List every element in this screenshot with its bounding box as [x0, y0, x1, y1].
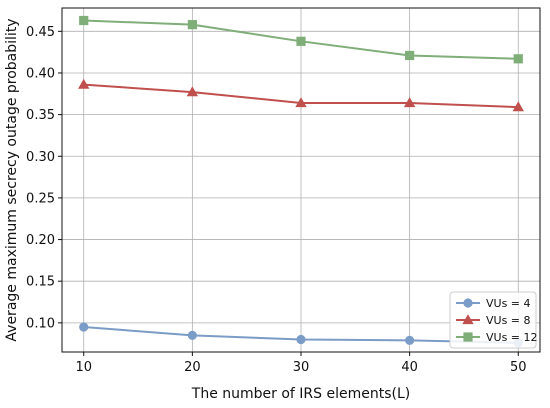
x-tick-label: 10 — [75, 360, 92, 375]
legend-marker — [463, 332, 473, 342]
data-point — [79, 322, 89, 332]
data-point — [79, 15, 89, 26]
legend-entry: VUs = 4 — [456, 297, 531, 310]
y-axis-label: Average maximum secrecy outage probabili… — [4, 18, 20, 341]
x-tick-label: 50 — [510, 360, 527, 375]
legend-entry: VUs = 8 — [456, 314, 531, 327]
legend-entry: VUs = 12 — [456, 331, 538, 344]
data-point — [403, 97, 416, 108]
axis-ticks: 10 20 30 40 50 0.10 0.15 0.20 0.25 0.30 0.35 0.40 0.… — [26, 25, 526, 375]
y-tick-label: 0.10 — [26, 316, 55, 331]
data-point — [513, 54, 523, 64]
data-point — [405, 335, 415, 345]
y-tick-label: 0.40 — [26, 66, 55, 81]
data-point — [295, 97, 307, 108]
legend-label: VUs = 4 — [486, 297, 531, 310]
grid — [62, 8, 540, 352]
y-tick-label: 0.20 — [26, 233, 55, 248]
data-point — [187, 330, 197, 340]
x-tick-label: 40 — [401, 360, 418, 375]
y-tick-label: 0.45 — [26, 25, 55, 40]
legend-marker — [463, 298, 473, 308]
data-point — [78, 78, 90, 89]
data-point — [296, 334, 306, 345]
series-3 — [79, 15, 523, 64]
x-axis-label: The number of IRS elements(L) — [191, 386, 410, 402]
data-point — [405, 50, 415, 61]
y-tick-label: 0.35 — [26, 108, 55, 123]
legend-label: VUs = 12 — [486, 331, 538, 344]
x-tick-label: 20 — [184, 360, 201, 375]
series-layer — [78, 15, 524, 348]
legend-marker — [462, 314, 474, 325]
x-tick-label: 30 — [293, 360, 310, 375]
legend-label: VUs = 8 — [486, 314, 531, 327]
data-point — [512, 101, 524, 112]
data-point — [296, 36, 306, 46]
legend: VUs = 4 VUs = 8 VUs = 12 — [449, 291, 538, 349]
data-point — [187, 20, 197, 30]
data-point — [186, 86, 199, 97]
y-tick-label: 0.15 — [26, 275, 55, 290]
series-2 — [78, 78, 524, 112]
y-tick-label: 0.30 — [26, 150, 55, 165]
y-tick-label: 0.25 — [26, 191, 55, 206]
